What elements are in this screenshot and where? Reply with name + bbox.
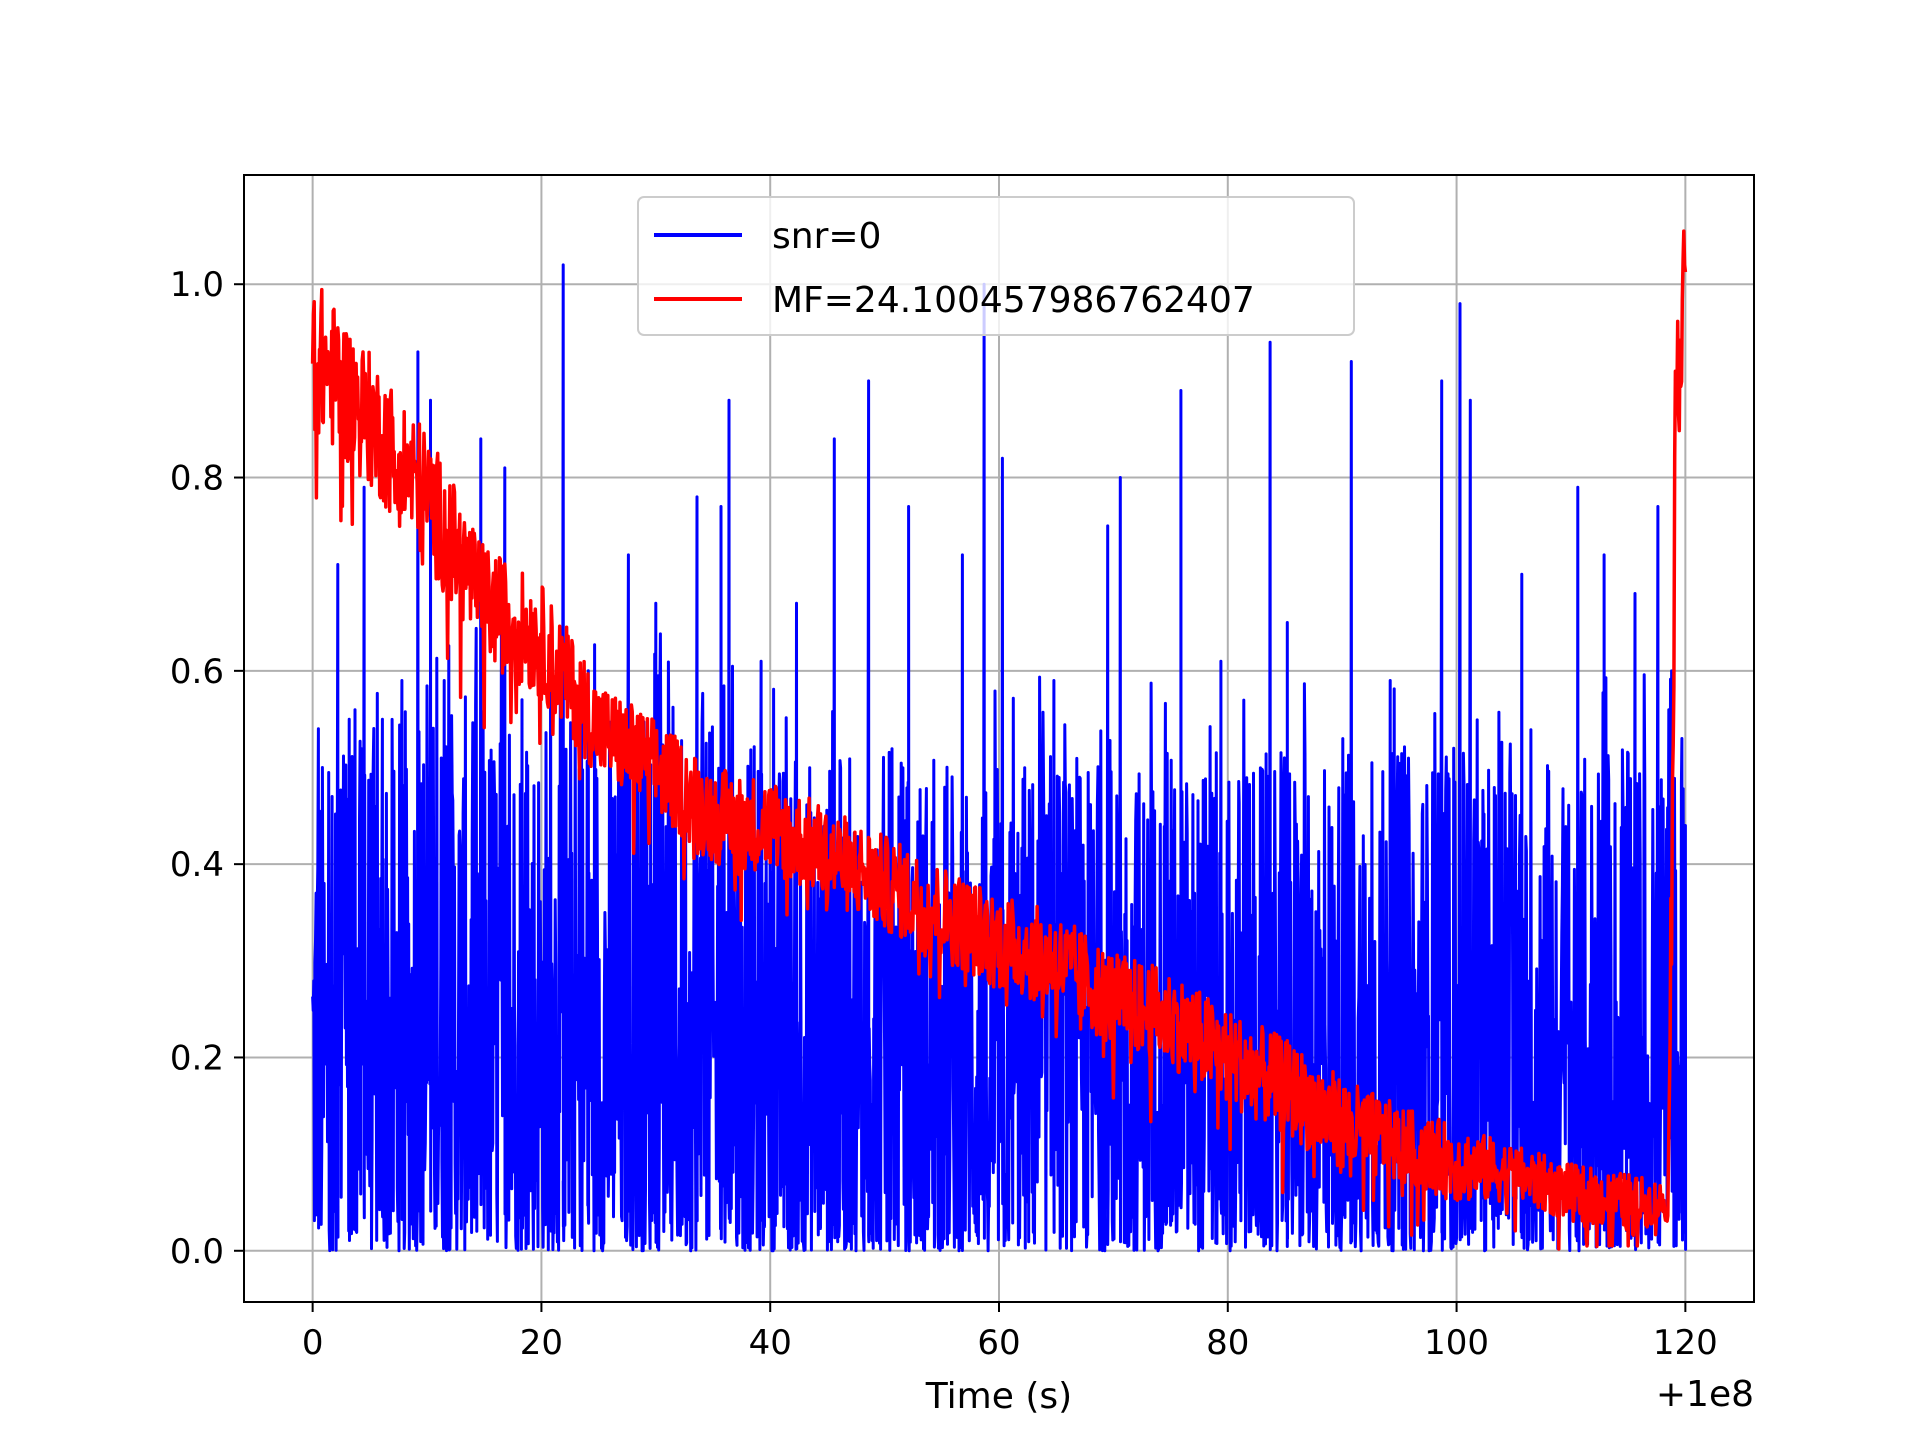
x-tick-label: 60 xyxy=(977,1323,1020,1363)
axis-ticks: 0 20 40 60 80 100 120 0.0 0.2 0.4 0.6 0.8 1.0 xyxy=(170,265,1718,1363)
legend-label: MF=24.100457986762407 xyxy=(772,280,1255,321)
legend-box xyxy=(637,196,1355,336)
x-axis-offset-label: +1e8 xyxy=(1656,1374,1754,1415)
plot-data-area xyxy=(310,229,1688,1253)
y-tick-label: 0.6 xyxy=(170,652,224,692)
x-tick-label: 120 xyxy=(1653,1323,1718,1363)
series-layer xyxy=(310,229,1688,1253)
x-tick-label: 40 xyxy=(749,1323,792,1363)
x-tick-label: 80 xyxy=(1206,1323,1249,1363)
x-tick-label: 100 xyxy=(1424,1323,1489,1363)
series-line-mf xyxy=(310,229,1688,1251)
x-tick-label: 0 xyxy=(302,1323,324,1363)
x-axis-label: Time (s) xyxy=(925,1376,1072,1417)
legend: snr=0 MF=24.100457986762407 xyxy=(637,196,1355,336)
y-tick-label: 1.0 xyxy=(170,265,224,305)
y-tick-label: 0.0 xyxy=(170,1232,224,1272)
x-tick-label: 20 xyxy=(520,1323,563,1363)
y-tick-label: 0.2 xyxy=(170,1038,224,1078)
legend-label: snr=0 xyxy=(772,216,881,257)
y-tick-label: 0.4 xyxy=(170,845,224,885)
y-tick-label: 0.8 xyxy=(170,459,224,499)
